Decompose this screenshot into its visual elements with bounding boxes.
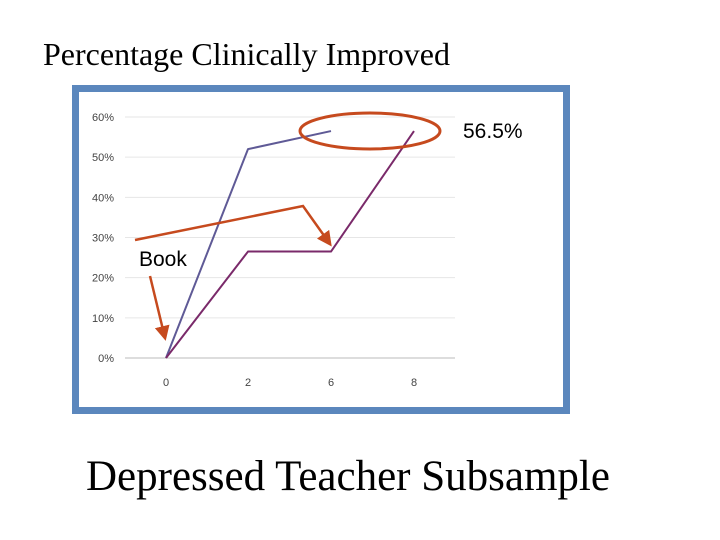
y-tick-label: 20% xyxy=(92,273,114,285)
series-line-2 xyxy=(165,130,415,359)
book-arrow-upper xyxy=(134,204,332,247)
x-tick-label: 6 xyxy=(328,377,334,389)
x-tick-label: 0 xyxy=(163,377,169,389)
book-arrow-lower xyxy=(148,275,170,341)
y-tick-label: 40% xyxy=(92,192,114,204)
highlight-ellipse xyxy=(298,111,442,151)
x-axis-ticks: 0 2 6 8 xyxy=(163,377,417,389)
highlight-value-label: 56.5% xyxy=(463,120,523,143)
chart-frame xyxy=(72,85,570,414)
y-tick-label: 50% xyxy=(92,152,114,164)
slide-title: Percentage Clinically Improved xyxy=(43,36,450,72)
y-tick-label: 30% xyxy=(92,233,114,245)
book-label: Book xyxy=(139,248,187,271)
y-tick-label: 0% xyxy=(98,353,114,365)
y-axis-ticks: 0% 10% 20% 30% 40% 50% 60% xyxy=(92,112,114,365)
y-tick-label: 10% xyxy=(92,313,114,325)
grid xyxy=(125,116,455,359)
y-tick-label: 60% xyxy=(92,112,114,124)
x-tick-label: 8 xyxy=(411,377,417,389)
caption: Depressed Teacher Subsample xyxy=(86,453,610,500)
x-tick-label: 2 xyxy=(245,377,251,389)
